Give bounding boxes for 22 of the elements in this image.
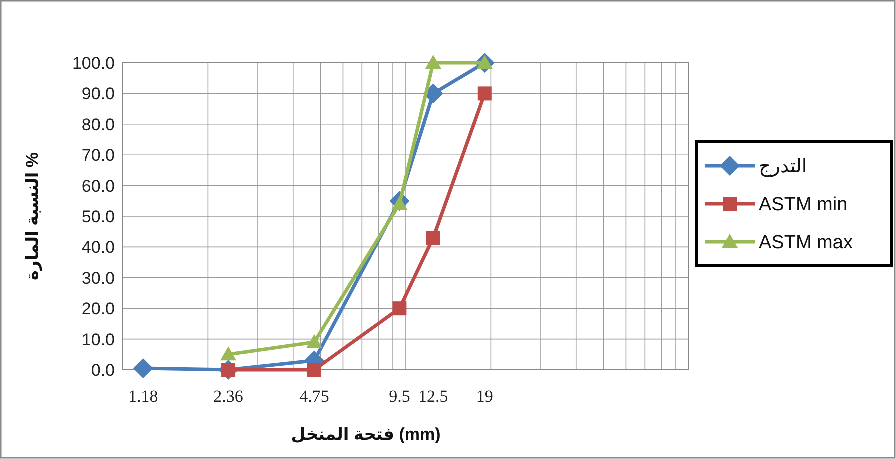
y-tick-label: 70.0 bbox=[82, 146, 115, 166]
y-tick-label: 100.0 bbox=[72, 54, 115, 73]
y-tick-label: 80.0 bbox=[82, 115, 115, 134]
y-tick-label: 0.0 bbox=[91, 360, 115, 380]
x-tick-label: 12.5 bbox=[418, 387, 448, 406]
y-axis-title: النسبة المارة % bbox=[23, 152, 43, 281]
x-tick-label: 19 bbox=[476, 387, 494, 406]
legend-label: ASTM max bbox=[759, 232, 854, 254]
y-tick-label: 40.0 bbox=[82, 238, 115, 258]
y-tick-label: 30.0 bbox=[82, 268, 115, 288]
y-tick-label: 10.0 bbox=[82, 330, 115, 350]
x-tick-label: 1.18 bbox=[128, 387, 158, 406]
x-tick-label: 2.36 bbox=[214, 387, 244, 406]
y-tick-label: 50.0 bbox=[82, 207, 115, 226]
x-tick-label: 9.5 bbox=[389, 387, 410, 406]
legend-label: ASTM min bbox=[759, 194, 848, 216]
x-tick-label: 4.75 bbox=[300, 387, 330, 406]
x-axis-title: فتحة المنخل (mm) bbox=[291, 425, 441, 444]
y-tick-label: 90.0 bbox=[82, 84, 115, 104]
legend-label: التدرج bbox=[759, 156, 808, 178]
y-tick-label: 60.0 bbox=[82, 176, 115, 196]
y-tick-label: 20.0 bbox=[82, 300, 115, 319]
